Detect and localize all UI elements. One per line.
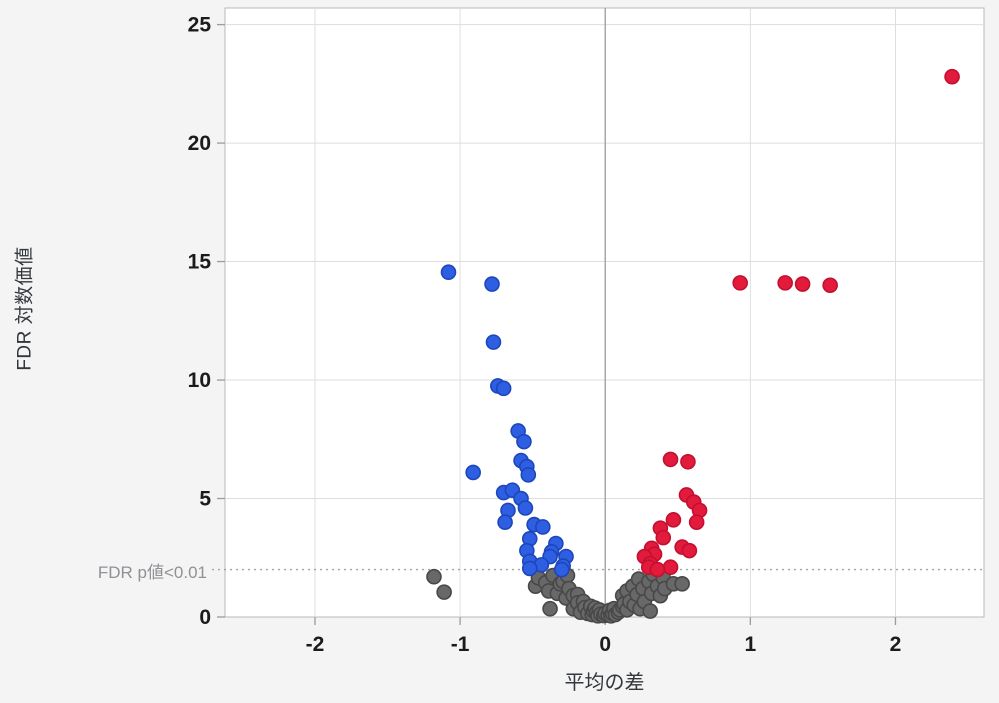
data-point-not-significant[interactable]	[426, 568, 442, 585]
data-point-significant-negative[interactable]	[497, 514, 513, 531]
data-point-significant-positive[interactable]	[822, 277, 838, 294]
data-point-significant-negative[interactable]	[440, 264, 457, 281]
data-point-significant-negative[interactable]	[495, 380, 512, 397]
data-point-significant-positive[interactable]	[777, 275, 793, 291]
data-point-significant-negative[interactable]	[485, 334, 502, 350]
y-tick-label: 20	[188, 132, 211, 155]
data-point-significant-negative[interactable]	[521, 560, 538, 577]
data-point-not-significant[interactable]	[436, 584, 452, 600]
data-point-significant-negative[interactable]	[553, 561, 570, 578]
data-point-significant-positive[interactable]	[665, 512, 682, 528]
y-axis-title: FDR 対数価値	[14, 246, 36, 371]
y-tick-label: 25	[188, 14, 212, 37]
data-point-significant-negative[interactable]	[535, 519, 551, 535]
x-tick-label: 2	[890, 633, 902, 656]
x-tick-label: -1	[451, 633, 470, 656]
data-point-significant-positive[interactable]	[681, 542, 698, 559]
data-point-significant-negative[interactable]	[484, 276, 500, 292]
data-point-significant-positive[interactable]	[649, 561, 666, 578]
data-point-significant-positive[interactable]	[688, 514, 705, 531]
y-tick-label: 15	[188, 251, 212, 274]
data-point-not-significant[interactable]	[674, 576, 690, 592]
data-point-significant-positive[interactable]	[680, 453, 696, 470]
data-point-not-significant[interactable]	[542, 600, 558, 617]
y-tick-label: 10	[188, 369, 211, 392]
data-point-significant-positive[interactable]	[944, 68, 960, 85]
data-point-significant-positive[interactable]	[732, 275, 748, 291]
plot-area	[224, 7, 985, 618]
fdr-threshold-label: FDR p値<0.01	[97, 563, 207, 582]
data-point-not-significant[interactable]	[642, 603, 659, 619]
data-point-significant-positive[interactable]	[794, 276, 811, 292]
data-point-significant-negative[interactable]	[465, 464, 481, 481]
x-axis-title: 平均の差	[564, 672, 645, 694]
data-point-significant-positive[interactable]	[662, 451, 679, 468]
x-tick-label: -2	[306, 633, 325, 656]
data-point-significant-positive[interactable]	[655, 529, 672, 546]
x-tick-label: 0	[599, 633, 611, 656]
y-tick-label: 0	[199, 606, 211, 629]
data-point-significant-positive[interactable]	[662, 559, 679, 576]
data-point-significant-negative[interactable]	[516, 433, 532, 450]
y-tick-label: 5	[199, 488, 211, 511]
data-point-significant-negative[interactable]	[520, 467, 537, 483]
x-tick-label: 1	[745, 633, 757, 656]
data-point-significant-negative[interactable]	[517, 500, 534, 516]
